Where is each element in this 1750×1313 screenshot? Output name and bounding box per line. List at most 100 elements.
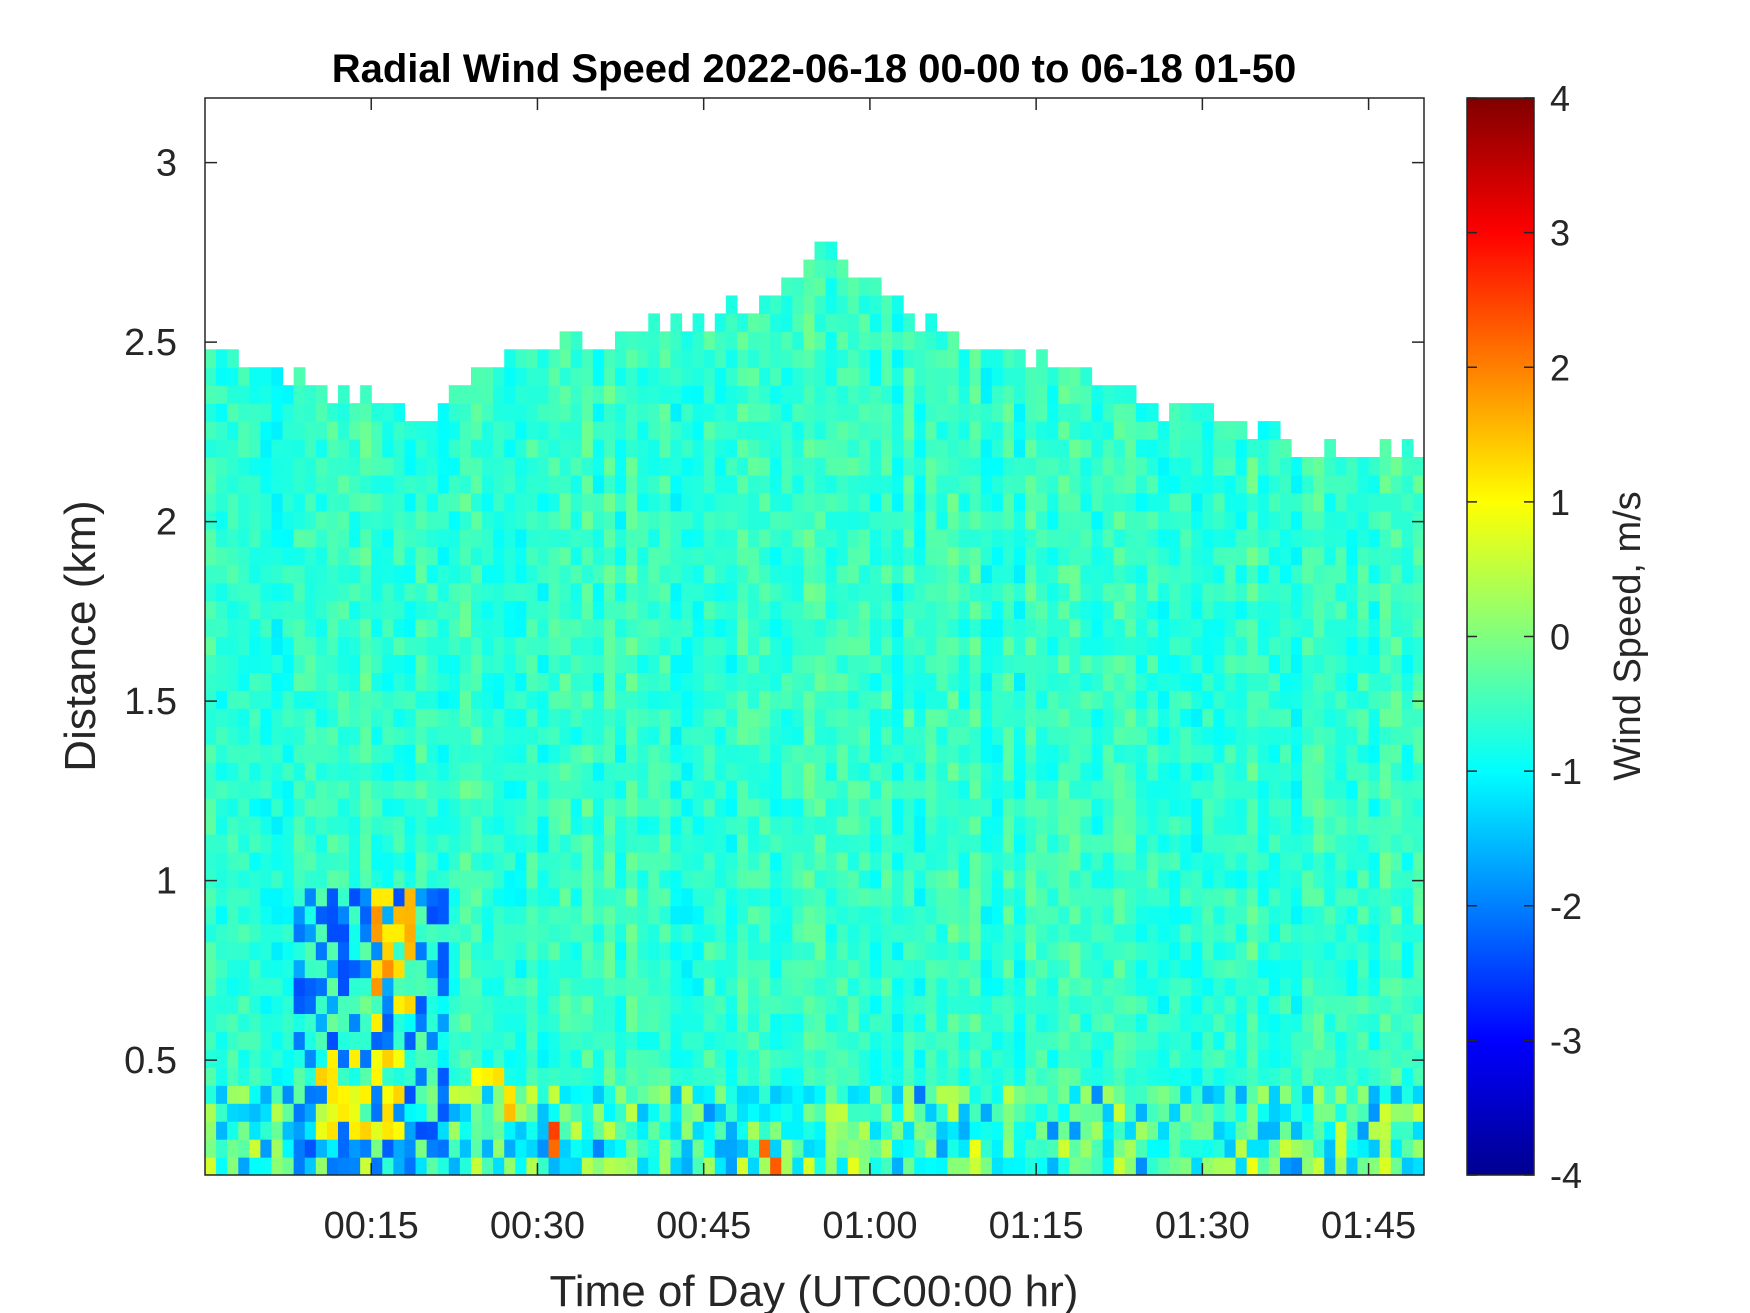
heatmap-cell [1213,816,1226,835]
heatmap-cell [227,474,239,494]
heatmap-cell [260,959,273,979]
heatmap-cell [493,403,505,422]
heatmap-cell [1346,977,1359,997]
heatmap-cell [304,744,317,763]
heatmap-cell [626,1031,638,1050]
heatmap-cell [470,546,483,566]
heatmap-cell [681,636,694,656]
heatmap-cell [1291,582,1303,602]
heatmap-cell [903,457,915,476]
x-tick-label: 00:15 [324,1205,419,1247]
heatmap-cell [626,636,638,656]
heatmap-cell [958,744,971,763]
heatmap-cell [770,1031,782,1050]
heatmap-cell [205,421,217,440]
heatmap-cell [1268,582,1281,602]
heatmap-cell [1091,439,1104,458]
heatmap-cell [781,798,793,817]
heatmap-cell [803,1031,816,1050]
heatmap-cell [969,1139,982,1158]
heatmap-cell [282,780,295,799]
heatmap-cell [947,1121,960,1140]
heatmap-cell [603,995,616,1015]
heatmap-cell [448,385,461,404]
heatmap-cell [337,528,350,548]
heatmap-cell [1279,618,1292,638]
heatmap-cell [1224,1049,1237,1068]
heatmap-cell [393,780,406,799]
heatmap-cell [947,905,960,925]
heatmap-cell [1180,798,1192,817]
heatmap-cell [260,636,273,656]
heatmap-cell [1158,421,1170,440]
heatmap-cell [1146,492,1159,512]
heatmap-cell [770,690,782,709]
heatmap-cell [271,941,284,961]
heatmap-cell [1013,600,1026,620]
heatmap-cell [1013,959,1026,979]
heatmap-cell [1091,1139,1104,1158]
heatmap-cell [1124,492,1137,512]
heatmap-cell [1268,798,1281,817]
heatmap-cell [205,995,217,1015]
heatmap-cell [1235,1067,1248,1086]
heatmap-cell [637,672,649,691]
heatmap-cell [493,654,505,673]
heatmap-cell [581,1067,594,1086]
heatmap-cell [869,851,882,871]
heatmap-cell [980,528,993,548]
heatmap-cell [504,636,516,656]
heatmap-cell [936,457,949,476]
heatmap-cell [681,600,694,620]
heatmap-cell [1368,851,1381,871]
heatmap-cell [869,277,882,297]
heatmap-cell [792,457,805,476]
heatmap-cell [526,1013,539,1032]
heatmap-cell [1302,474,1314,494]
heatmap-cell [880,349,893,368]
heatmap-cell [637,1157,649,1175]
heatmap-cell [936,690,949,709]
heatmap-cell [238,474,250,494]
heatmap-cell [958,869,971,889]
heatmap-cell [1069,977,1082,997]
heatmap-cell [947,636,960,656]
heatmap-cell [1291,977,1303,997]
heatmap-cell [725,331,738,350]
heatmap-cell [858,1157,871,1175]
heatmap-cell [1412,905,1424,925]
heatmap-cell [1379,439,1392,458]
heatmap-cell [1047,762,1059,781]
heatmap-cell [559,672,572,691]
heatmap-cell [1213,439,1226,458]
heatmap-cell [670,833,683,853]
heatmap-cell [847,618,860,638]
heatmap-cell [515,1013,527,1032]
heatmap-cell [249,690,262,709]
heatmap-cell [404,654,417,673]
heatmap-cell [559,708,572,727]
heatmap-cell [515,905,527,925]
heatmap-cell [1291,905,1303,925]
heatmap-cell [692,1121,705,1140]
heatmap-cell [615,726,627,745]
heatmap-cell [1135,833,1148,853]
heatmap-cell [205,492,217,512]
heatmap-cell [814,546,827,566]
heatmap-cell [1401,528,1414,548]
heatmap-cell [803,474,816,494]
heatmap-cell [603,1121,616,1140]
heatmap-cell [205,726,217,745]
heatmap-cell [958,1103,971,1122]
heatmap-cell [991,403,1004,422]
heatmap-cell [1146,1139,1159,1158]
heatmap-cell [1169,528,1181,548]
heatmap-cell [1213,905,1226,925]
heatmap-cell [537,923,550,943]
heatmap-cell [692,690,705,709]
heatmap-cell [1135,923,1148,943]
heatmap-cell [681,833,694,853]
heatmap-cell [1313,492,1325,512]
heatmap-cell [925,385,937,404]
heatmap-cell [914,923,926,943]
